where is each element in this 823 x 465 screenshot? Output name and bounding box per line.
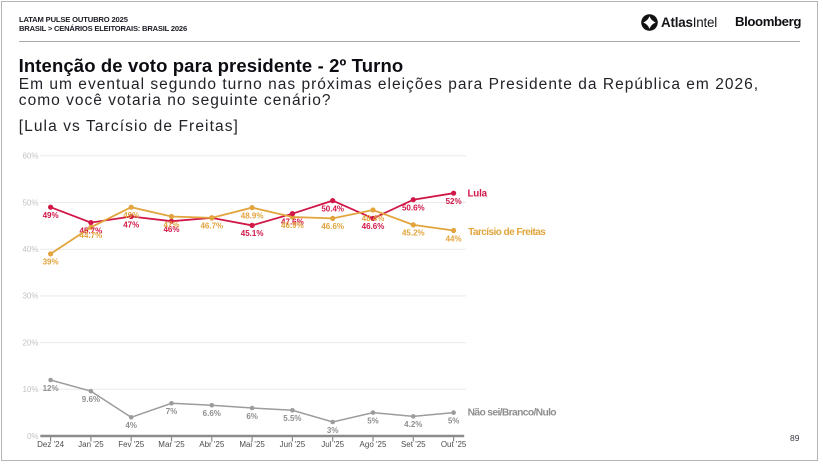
svg-text:9.6%: 9.6% — [82, 395, 100, 404]
svg-text:Tarcísio de Freitas: Tarcísio de Freitas — [468, 227, 546, 238]
svg-text:47%: 47% — [123, 220, 139, 229]
svg-text:50.6%: 50.6% — [402, 204, 425, 213]
svg-text:50.4%: 50.4% — [321, 204, 344, 213]
svg-text:46.9%: 46.9% — [281, 221, 304, 230]
svg-text:3%: 3% — [327, 426, 339, 435]
svg-text:39%: 39% — [43, 258, 59, 267]
svg-text:Não sei/Branco/Nulo: Não sei/Branco/Nulo — [468, 408, 557, 419]
svg-text:6.6%: 6.6% — [203, 409, 221, 418]
svg-text:44%: 44% — [446, 234, 462, 243]
svg-text:Dez '24: Dez '24 — [37, 440, 64, 449]
svg-text:44.7%: 44.7% — [80, 231, 103, 240]
svg-text:48.4%: 48.4% — [362, 214, 385, 223]
svg-text:Jan '25: Jan '25 — [78, 440, 104, 449]
svg-text:40%: 40% — [22, 245, 38, 254]
svg-text:Jul '25: Jul '25 — [321, 440, 344, 449]
svg-text:5%: 5% — [448, 416, 460, 425]
svg-text:46.6%: 46.6% — [362, 222, 385, 231]
svg-text:49%: 49% — [43, 211, 59, 220]
svg-text:Out '25: Out '25 — [441, 440, 467, 449]
svg-text:30%: 30% — [22, 292, 38, 301]
svg-text:49%: 49% — [123, 211, 139, 220]
svg-text:50%: 50% — [22, 198, 38, 207]
svg-text:4%: 4% — [125, 421, 137, 430]
svg-text:45.7%: 45.7% — [80, 226, 103, 235]
svg-text:0%: 0% — [27, 432, 39, 441]
svg-text:20%: 20% — [22, 338, 38, 347]
svg-text:12%: 12% — [43, 384, 59, 393]
svg-text:46.7%: 46.7% — [200, 222, 223, 231]
svg-text:Fev '25: Fev '25 — [118, 440, 145, 449]
svg-text:46.6%: 46.6% — [321, 222, 344, 231]
svg-text:47%: 47% — [163, 220, 179, 229]
svg-text:Set '25: Set '25 — [401, 440, 426, 449]
svg-text:60%: 60% — [22, 152, 38, 161]
svg-text:48.9%: 48.9% — [241, 211, 264, 220]
svg-text:7%: 7% — [166, 407, 178, 416]
svg-text:Mai '25: Mai '25 — [239, 440, 265, 449]
svg-text:45.2%: 45.2% — [402, 229, 425, 238]
svg-text:Lula: Lula — [468, 189, 488, 200]
svg-text:47.6%: 47.6% — [281, 218, 304, 227]
svg-text:10%: 10% — [22, 385, 38, 394]
svg-text:52%: 52% — [446, 197, 462, 206]
svg-text:5.5%: 5.5% — [283, 414, 301, 423]
svg-text:Jun '25: Jun '25 — [280, 440, 306, 449]
svg-text:6%: 6% — [246, 412, 258, 421]
svg-text:46%: 46% — [163, 225, 179, 234]
svg-text:4.2%: 4.2% — [404, 420, 422, 429]
svg-text:Abr '25: Abr '25 — [199, 440, 225, 449]
svg-text:Mar '25: Mar '25 — [158, 440, 185, 449]
svg-text:Ago '25: Ago '25 — [360, 440, 387, 449]
svg-text:45.1%: 45.1% — [241, 229, 264, 238]
svg-text:5%: 5% — [367, 416, 379, 425]
